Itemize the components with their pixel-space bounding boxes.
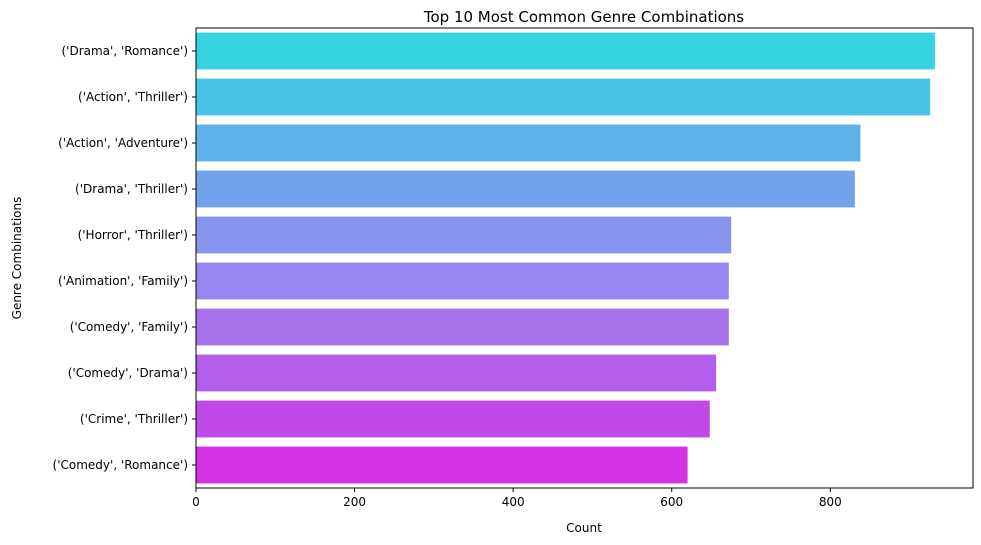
- x-axis: 0 200 400 600 800: [192, 488, 842, 509]
- y-tick-label-7: ('Comedy', 'Family'): [70, 320, 188, 334]
- bar-2: [196, 78, 931, 116]
- bar-1: [196, 32, 935, 70]
- y-axis-label: Genre Combinations: [10, 197, 24, 320]
- y-tick-label-10: ('Comedy', 'Romance'): [53, 458, 188, 472]
- bar-3: [196, 124, 861, 162]
- x-axis-label: Count: [566, 521, 602, 535]
- plot-frame: [195, 27, 974, 489]
- bar-5: [196, 216, 732, 254]
- y-tick-label-4: ('Drama', 'Thriller'): [75, 182, 188, 196]
- x-tick-label-200: 200: [343, 495, 366, 509]
- y-tick-label-5: ('Horror', 'Thriller'): [78, 228, 188, 242]
- bars-group: [196, 32, 935, 484]
- y-tick-label-2: ('Action', 'Thriller'): [78, 90, 188, 104]
- y-axis: ('Drama', 'Romance') ('Action', 'Thriller…: [53, 44, 196, 472]
- bar-8: [196, 354, 717, 392]
- y-tick-label-3: ('Action', 'Adventure'): [58, 136, 188, 150]
- x-tick-label-400: 400: [502, 495, 525, 509]
- bar-10: [196, 446, 688, 484]
- y-tick-label-1: ('Drama', 'Romance'): [61, 44, 188, 58]
- bar-9: [196, 400, 710, 438]
- chart-title: Top 10 Most Common Genre Combinations: [423, 8, 744, 26]
- x-tick-label-800: 800: [819, 495, 842, 509]
- y-tick-label-8: ('Comedy', 'Drama'): [68, 366, 188, 380]
- bar-7: [196, 308, 729, 346]
- x-tick-label-600: 600: [660, 495, 683, 509]
- x-tick-label-0: 0: [192, 495, 200, 509]
- y-tick-label-6: ('Animation', 'Family'): [58, 274, 188, 288]
- bar-6: [196, 262, 729, 300]
- bar-4: [196, 170, 855, 208]
- y-tick-label-9: ('Crime', 'Thriller'): [80, 412, 188, 426]
